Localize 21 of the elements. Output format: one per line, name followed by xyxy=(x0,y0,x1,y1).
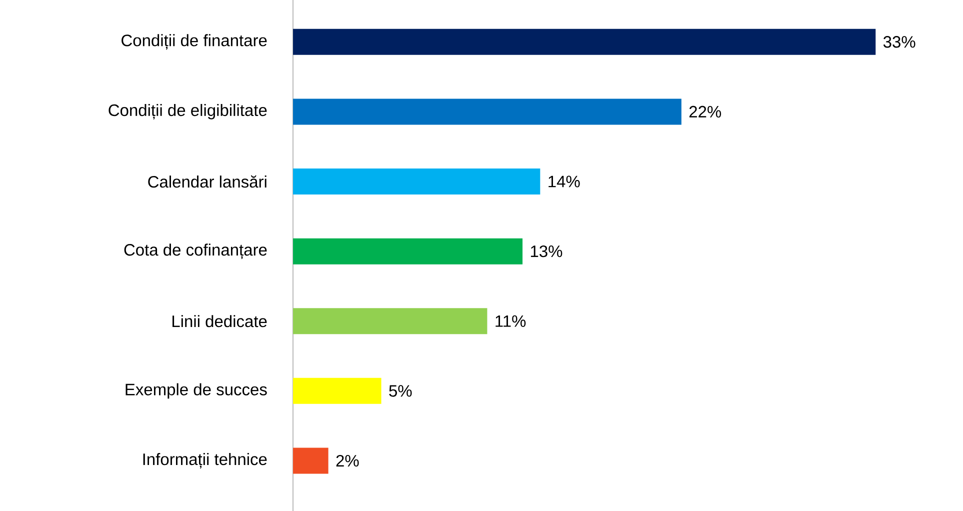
bar xyxy=(293,378,382,404)
y-tick-label: Informații tehnice xyxy=(143,453,267,468)
data-label: 33% xyxy=(883,36,916,48)
data-label: 2% xyxy=(336,454,359,467)
bar xyxy=(293,238,523,264)
data-label: 13% xyxy=(530,245,562,258)
y-tick-label: Condiții de eligibilitate xyxy=(108,104,267,120)
data-label: 22% xyxy=(689,106,722,118)
bar xyxy=(293,168,540,195)
bar xyxy=(293,28,876,55)
y-tick-label: Calendar lansări xyxy=(148,175,266,188)
y-tick-label: Linii dedicate xyxy=(172,315,267,328)
data-label: 5% xyxy=(389,385,412,397)
bar xyxy=(293,448,328,474)
bar xyxy=(293,98,682,125)
y-tick-label: Cota de cofinanțare xyxy=(124,244,267,260)
y-tick-label: Condiții de finantare xyxy=(122,34,267,50)
data-label: 14% xyxy=(548,176,580,188)
y-tick-label: Exemple de succes xyxy=(126,383,267,399)
bar xyxy=(293,308,488,334)
data-label: 11% xyxy=(496,315,526,327)
